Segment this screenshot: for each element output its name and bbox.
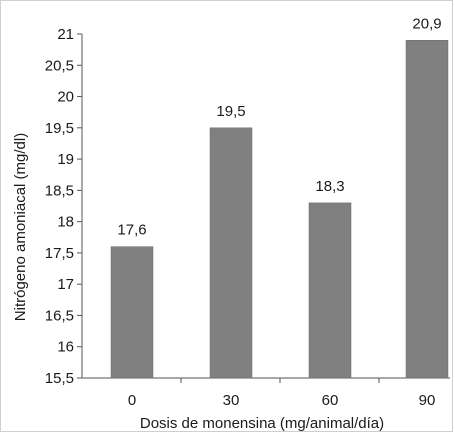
y-tick-label: 19,5 [45,120,74,137]
data-label: 17,6 [117,222,146,239]
y-tick-label: 18,5 [45,182,74,199]
bar [110,246,154,379]
x-tick-label: 30 [223,392,240,409]
y-tick-label: 15,5 [45,370,74,387]
x-axis-title: Dosis de monensina (mg/animal/día) [140,415,384,432]
x-tick-label: 0 [128,392,136,409]
bar [308,202,352,379]
y-tick-label: 17,5 [45,245,74,262]
y-axis-title: Nitrógeno amoniacal (mg/dl) [12,133,29,321]
y-tick-label: 19 [57,151,74,168]
y-tick-label: 21 [57,26,74,43]
y-axis: 15,5 16 16,5 17 17,5 18 18,5 19 19,5 20 20,5 21 [45,26,83,387]
y-tick-label: 17 [57,276,74,293]
x-tick-label: 60 [322,392,339,409]
y-tick-label: 16 [57,339,74,356]
bars [110,40,449,379]
x-axis: 0 30 60 90 [82,377,450,409]
data-label: 20,9 [412,15,441,32]
x-tick-label: 90 [419,392,436,409]
y-tick-label: 20,5 [45,57,74,74]
data-label: 18,3 [315,178,344,195]
y-tick-label: 16,5 [45,307,74,324]
data-labels: 17,6 19,5 18,3 20,9 [117,15,441,238]
y-tick-label: 20 [57,89,74,106]
bar [209,127,253,379]
y-tick-label: 18 [57,214,74,231]
bar [405,40,449,379]
data-label: 19,5 [216,103,245,120]
